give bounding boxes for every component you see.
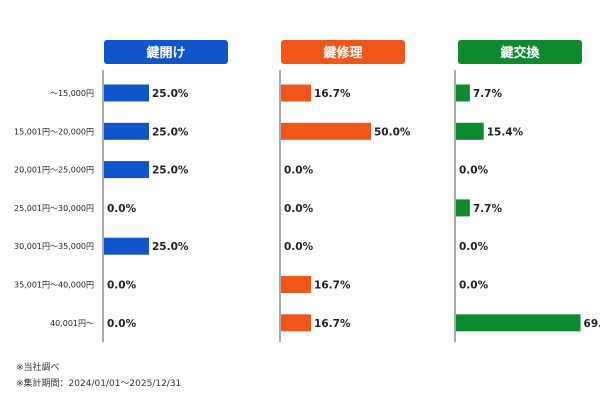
value-label-s0-c2: 25.0% [152,165,189,177]
bar-s1-c6 [281,314,312,332]
category-label-1: 15,001円〜20,000円 [14,127,94,136]
value-label-s2-c6: 69.2% [584,318,600,330]
value-label-s0-c6: 0.0% [107,318,137,330]
category-label-2: 20,001円〜25,000円 [14,166,94,175]
footnotes: ※当社調べ ※集計期間：2024/01/01〜2025/12/31 [16,360,181,392]
value-label-s1-c2: 0.0% [284,165,314,177]
value-label-s0-c4: 25.0% [152,241,189,253]
value-label-s2-c2: 0.0% [459,165,489,177]
footnote-period: ※集計期間：2024/01/01〜2025/12/31 [16,379,182,389]
value-label-s1-c0: 16.7% [314,88,351,100]
bar-s0-c2 [104,161,149,179]
bar-s0-c0 [104,84,149,102]
value-label-s1-c3: 0.0% [284,203,314,215]
series-header-label-0: 鍵開け [146,45,185,61]
value-label-s1-c4: 0.0% [284,241,314,253]
value-label-s2-c3: 7.7% [473,203,503,215]
bar-s1-c5 [281,276,312,293]
category-label-0: 〜15,000円 [50,89,94,98]
series-header-1 [281,40,405,64]
footnote-source: ※当社調べ [16,363,60,373]
value-label-s2-c0: 7.7% [473,88,503,100]
series-header-0 [104,40,228,64]
category-label-3: 25,001円〜30,000円 [14,204,94,213]
bar-s2-c3 [456,199,470,217]
series-header-2 [458,40,582,64]
value-label-s1-c6: 16.7% [314,318,351,330]
value-label-s2-c4: 0.0% [459,241,489,253]
bar-s2-c6 [456,314,581,332]
bar-s2-c1 [456,122,484,140]
value-label-s0-c3: 0.0% [107,203,137,215]
value-label-s1-c1: 50.0% [374,126,411,138]
category-label-5: 35,001円〜40,000円 [14,281,94,290]
series-header-label-1: 鍵修理 [323,45,362,61]
value-label-s0-c0: 25.0% [152,88,189,100]
value-label-s0-c1: 25.0% [152,126,189,138]
value-label-s2-c5: 0.0% [459,280,489,292]
category-label-6: 40,001円〜 [50,319,94,328]
series-header-label-2: 鍵交換 [500,45,540,61]
bar-s1-c0 [281,84,312,102]
bar-s0-c1 [104,122,149,140]
bar-s0-c4 [104,237,149,255]
bar-s2-c0 [456,84,470,102]
value-label-s1-c5: 16.7% [314,280,351,292]
category-label-4: 30,001円〜35,000円 [14,242,94,251]
value-label-s2-c1: 15.4% [487,126,524,138]
bar-s1-c1 [281,122,371,140]
value-label-s0-c5: 0.0% [107,280,137,292]
